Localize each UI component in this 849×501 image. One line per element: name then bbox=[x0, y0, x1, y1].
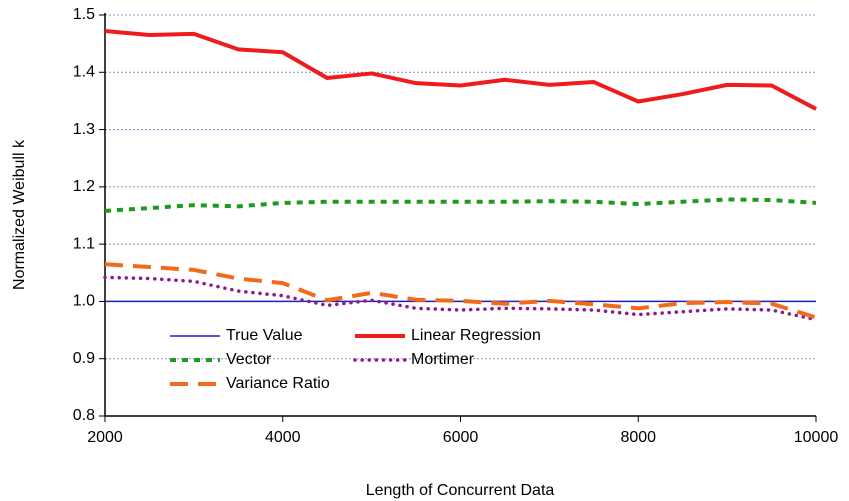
y-axis-label: Normalized Weibull k bbox=[11, 139, 28, 290]
y-tick-label: 0.8 bbox=[73, 407, 95, 424]
x-axis-label: Length of Concurrent Data bbox=[366, 482, 555, 499]
y-tick-label: 1.2 bbox=[73, 178, 95, 195]
legend-label: Mortimer bbox=[411, 351, 475, 368]
legend-label: Vector bbox=[226, 351, 272, 368]
y-tick-label: 1.4 bbox=[73, 64, 95, 81]
x-tick-label: 8000 bbox=[620, 429, 656, 446]
y-tick-label: 1.0 bbox=[73, 293, 95, 310]
series-line bbox=[104, 262, 817, 320]
x-tick-label: 4000 bbox=[265, 429, 301, 446]
y-tick-label: 0.9 bbox=[73, 350, 95, 367]
x-tick-label: 6000 bbox=[443, 429, 479, 446]
y-tick-label: 1.5 bbox=[73, 6, 95, 23]
x-tick-label: 2000 bbox=[87, 429, 123, 446]
legend-label: Variance Ratio bbox=[226, 375, 330, 392]
y-tick-label: 1.1 bbox=[73, 235, 95, 252]
series-line bbox=[103, 275, 818, 322]
series-line bbox=[104, 197, 817, 213]
x-tick-label: 10000 bbox=[794, 429, 839, 446]
series-line bbox=[104, 29, 817, 111]
legend-label: Linear Regression bbox=[411, 327, 541, 344]
y-tick-label: 1.3 bbox=[73, 121, 95, 138]
legend-label: True Value bbox=[226, 327, 303, 344]
